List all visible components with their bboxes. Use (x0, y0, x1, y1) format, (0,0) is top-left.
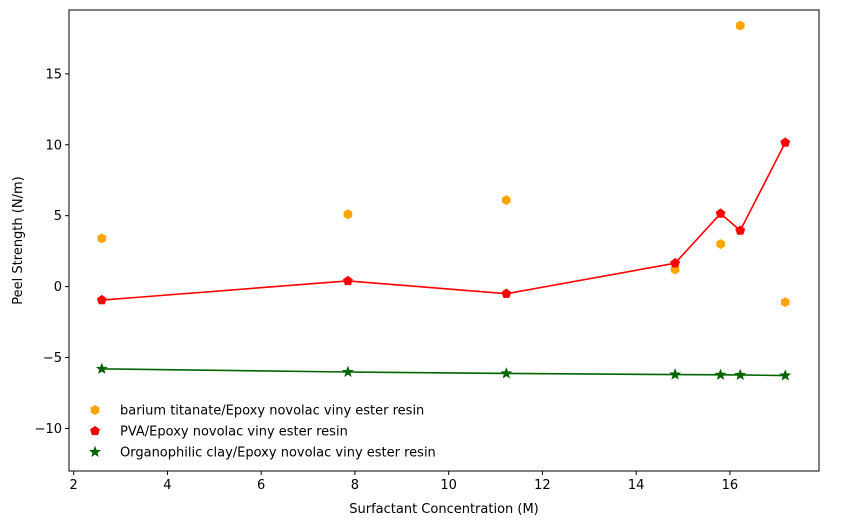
legend-item: Organophilic clay/Epoxy novolac viny est… (89, 445, 436, 461)
x-tick-label: 2 (70, 478, 78, 493)
legend-item: barium titanate/Epoxy novolac viny ester… (90, 404, 424, 419)
series-layer (95, 20, 792, 381)
series-2 (95, 362, 792, 381)
data-point (734, 368, 747, 381)
data-point (669, 368, 682, 380)
data-point (779, 369, 792, 381)
data-point (342, 275, 353, 286)
x-tick-label: 10 (440, 478, 457, 493)
y-tick-label: 15 (45, 67, 62, 82)
data-point (341, 365, 354, 378)
plot-area (68, 9, 820, 472)
data-point (96, 294, 107, 305)
y-axis-title: Peel Strength (N/m) (11, 176, 26, 304)
x-axis-title: Surfactant Concentration (M) (349, 502, 539, 517)
x-axis-ticks: 2 4 6 8 10 12 14 16 (70, 471, 739, 493)
y-tick-label: −10 (35, 422, 62, 437)
legend-label: Organophilic clay/Epoxy novolac viny est… (120, 446, 436, 461)
x-tick-label: 8 (351, 478, 359, 493)
y-tick-label: −5 (43, 351, 62, 366)
x-tick-label: 16 (722, 478, 739, 493)
data-point (501, 288, 512, 298)
legend: barium titanate/Epoxy novolac viny ester… (89, 404, 436, 461)
data-point (716, 239, 725, 249)
data-point (735, 20, 745, 31)
data-point (97, 233, 107, 244)
data-point (715, 208, 726, 218)
x-tick-label: 4 (163, 478, 171, 493)
data-point (780, 137, 791, 147)
data-point (735, 225, 746, 235)
legend-marker (89, 445, 101, 458)
legend-label: PVA/Epoxy novolac viny ester resin (120, 425, 348, 440)
legend-label: barium titanate/Epoxy novolac viny ester… (120, 404, 424, 419)
legend-marker (90, 405, 100, 415)
data-point (95, 362, 108, 374)
data-point (343, 209, 353, 220)
y-tick-label: 0 (54, 280, 62, 295)
y-tick-label: 10 (45, 138, 62, 153)
x-tick-label: 12 (534, 478, 551, 493)
data-point (500, 367, 513, 379)
data-point (780, 297, 790, 308)
y-axis-ticks: −10 −5 0 5 10 15 (35, 67, 69, 437)
series-1 (96, 137, 791, 305)
data-point (502, 195, 511, 206)
data-point (670, 258, 681, 268)
legend-marker (90, 425, 100, 436)
y-tick-label: 5 (54, 209, 62, 224)
legend-item: PVA/Epoxy novolac viny ester resin (90, 425, 348, 440)
x-tick-label: 14 (628, 478, 645, 493)
data-point (714, 368, 727, 380)
x-tick-label: 6 (257, 478, 265, 493)
